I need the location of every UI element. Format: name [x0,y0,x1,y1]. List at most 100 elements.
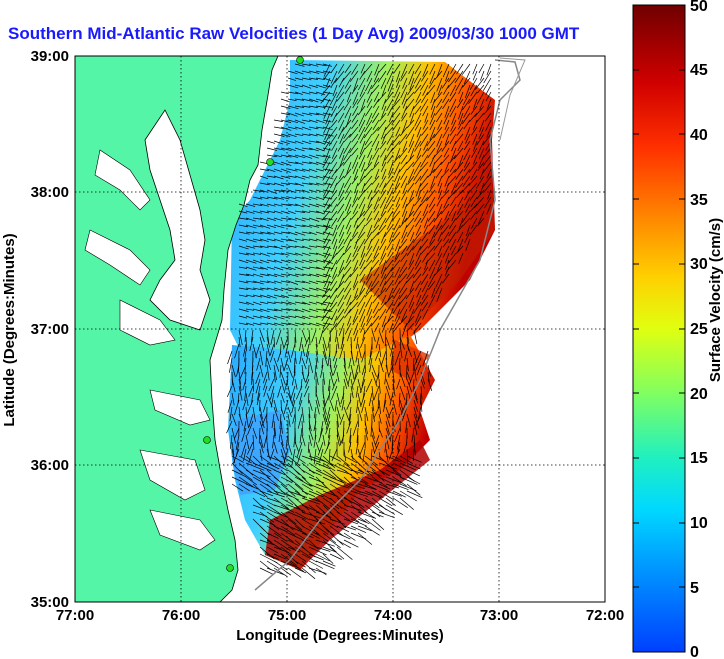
velocity-vector [374,322,380,333]
velocity-vector [273,308,283,312]
velocity-vector [252,301,262,306]
velocity-vector [270,385,275,400]
velocity-vector [367,224,373,237]
velocity-vector [416,147,422,159]
velocity-vector [245,287,256,291]
velocity-vector [351,133,359,143]
velocity-vector [399,343,403,359]
velocity-vector [368,350,373,365]
velocity-vector [436,112,443,123]
velocity-vector [419,133,429,147]
velocity-vector [483,70,492,84]
velocity-vector [315,301,327,306]
velocity-vector [280,231,290,234]
velocity-vector [336,546,353,560]
velocity-vector [301,245,312,250]
velocity-vector [346,420,352,434]
velocity-vector [413,413,420,429]
velocity-vector [357,224,366,239]
velocity-vector [474,105,485,117]
velocity-vector [422,350,429,367]
velocity-vector [259,238,269,243]
velocity-vector [329,539,341,549]
velocity-vector [322,140,332,145]
velocity-vector [244,385,247,401]
colorbar-tick-label: 30 [690,256,708,273]
velocity-vector [358,112,366,127]
velocity-vector [413,385,418,401]
velocity-vector [413,441,416,456]
velocity-vector [365,105,373,117]
velocity-vector [329,476,346,484]
velocity-vector [315,462,331,470]
velocity-vector [331,112,338,123]
velocity-vector [294,273,305,277]
velocity-vector [380,126,387,140]
velocity-vector [266,301,276,304]
velocity-vector [331,98,338,111]
velocity-vector [315,371,319,385]
velocity-vector [322,350,328,366]
velocity-vector [245,469,262,480]
velocity-vector [462,175,471,187]
velocity-vector [308,546,327,556]
velocity-vector [360,63,366,74]
velocity-vector [315,343,319,355]
velocity-vector [371,133,380,147]
velocity-vector [343,525,357,531]
velocity-vector [351,147,359,156]
velocity-vector [315,308,327,312]
velocity-vector [280,308,291,311]
velocity-vector [280,217,292,221]
velocity-vector [413,420,418,436]
velocity-vector [339,154,345,168]
velocity-vector [406,357,409,372]
velocity-vector [315,112,326,116]
velocity-vector [394,448,401,462]
velocity-vector [414,350,422,366]
velocity-vector [273,322,285,327]
velocity-vector [391,112,401,125]
velocity-vector [238,413,244,426]
velocity-vector [359,273,366,284]
velocity-vector [392,210,401,221]
velocity-vector [305,350,310,364]
velocity-vector [231,469,247,478]
velocity-vector [339,343,345,359]
velocity-vector [378,399,381,414]
velocity-vector [420,189,429,203]
velocity-vector [419,238,429,251]
velocity-vector [283,336,289,350]
velocity-vector [313,448,317,465]
velocity-vector [398,273,408,284]
velocity-vector [435,168,443,179]
velocity-vector [245,308,255,311]
velocity-vector [315,84,327,89]
velocity-vector [322,413,327,425]
velocity-vector [273,504,289,511]
velocity-vector [428,259,436,272]
velocity-vector [356,287,366,301]
velocity-vector [244,350,247,363]
velocity-vector [343,448,347,462]
velocity-vector [336,490,353,504]
velocity-vector [280,126,292,131]
velocity-vector [241,427,247,443]
velocity-vector [399,490,417,502]
velocity-vector [323,63,331,77]
velocity-vector [287,413,291,427]
velocity-vector [259,455,275,467]
velocity-vector [486,98,492,110]
velocity-vector [394,350,401,366]
velocity-vector [270,329,275,345]
velocity-vector [468,182,478,194]
velocity-vector [308,70,320,74]
velocity-vector [339,133,345,144]
velocity-vector [414,63,422,75]
velocity-vector [280,112,291,116]
velocity-vector [294,287,303,291]
velocity-vector [381,315,387,328]
velocity-vector [369,259,380,273]
velocity-vector [266,490,285,498]
velocity-vector [371,504,385,514]
